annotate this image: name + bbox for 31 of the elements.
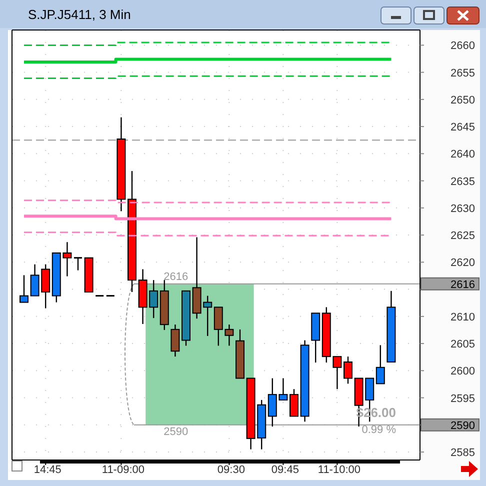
- y-tick-label: 2625: [450, 230, 475, 242]
- y-tick-label: 2610: [450, 311, 475, 324]
- candlestick: [376, 344, 385, 384]
- x-tick-label: 14:45: [34, 464, 62, 476]
- y-tick-label: 2630: [450, 202, 475, 215]
- annotation: 0.99 %: [362, 424, 396, 436]
- y-tick-label: 2600: [450, 366, 475, 378]
- ref-line-label: 2616: [450, 278, 475, 291]
- x-tick-label: 09:45: [271, 464, 299, 476]
- annotation: 2616: [164, 270, 188, 283]
- y-tick-label: 2635: [450, 176, 475, 188]
- candlestick: [73, 257, 83, 271]
- candlestick: [344, 356, 352, 384]
- y-tick-label: 2660: [450, 40, 475, 52]
- y-tick-label: 2640: [450, 148, 475, 161]
- candlestick: [20, 274, 28, 303]
- y-tick-label: 2645: [450, 122, 475, 134]
- chart-title: S.JP.J5411, 3 Min: [28, 7, 131, 22]
- y-tick-label: 2605: [450, 338, 475, 351]
- x-tick-label: 11-09:00: [102, 464, 145, 476]
- y-tick-label: 2585: [450, 447, 475, 460]
- y-tick-label: 2650: [450, 94, 475, 106]
- ref-line-label: 2590: [164, 426, 188, 438]
- candlestick: [290, 388, 298, 417]
- x-tick-label: 09:30: [217, 464, 245, 476]
- x-tick-label: 11-10:00: [318, 464, 361, 476]
- y-tick-label: 2595: [450, 392, 475, 405]
- y-tick-label: 2620: [450, 257, 475, 270]
- y-tick-label: 2655: [450, 67, 475, 80]
- candlestick: [170, 324, 180, 358]
- y-tick-label: 2590: [450, 420, 475, 432]
